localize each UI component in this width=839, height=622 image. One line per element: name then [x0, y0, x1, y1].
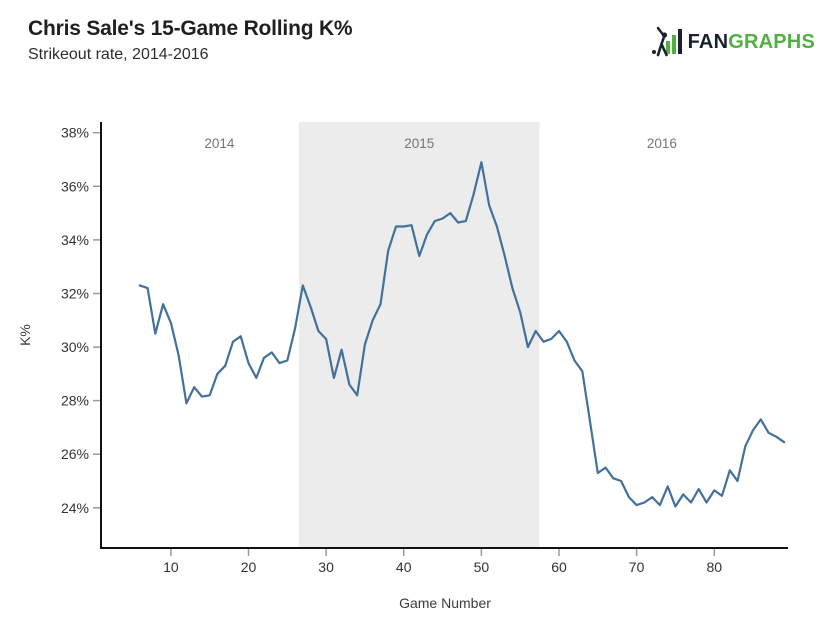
fangraphs-batter-icon	[651, 26, 682, 57]
title-block: Chris Sale's 15-Game Rolling K% Strikeou…	[28, 16, 353, 64]
x-tick-label: 70	[629, 559, 645, 575]
x-tick-label: 20	[241, 559, 257, 575]
year-band-2015	[298, 122, 540, 548]
x-tick-label: 50	[474, 559, 490, 575]
y-tick-label: 34%	[61, 232, 89, 248]
chart-subtitle: Strikeout rate, 2014-2016	[28, 46, 209, 64]
fangraphs-logo: FANGRAPHS	[651, 26, 815, 58]
kpct-line	[138, 161, 786, 508]
y-tick-label: 38%	[61, 125, 89, 141]
y-tick-label: 26%	[61, 446, 89, 462]
x-tick-label: 60	[551, 559, 567, 575]
x-tick-label: 80	[707, 559, 723, 575]
chart-title: Chris Sale's 15-Game Rolling K%	[28, 17, 353, 40]
x-tick-label: 40	[396, 559, 412, 575]
fangraphs-graphs-text: GRAPHS	[728, 31, 815, 53]
y-tick-label: 30%	[61, 339, 89, 355]
y-tick-label: 32%	[61, 286, 89, 302]
year-label-2015: 2015	[404, 136, 434, 151]
y-tick-label: 28%	[61, 393, 89, 409]
y-axis-title: K%	[17, 324, 33, 346]
x-axis-title: Game Number	[399, 595, 491, 611]
year-label-2014: 2014	[204, 136, 235, 151]
x-tick-label: 10	[163, 559, 179, 575]
chart-header: Chris Sale's 15-Game Rolling K% Strikeou…	[28, 16, 815, 64]
y-tick-label: 24%	[61, 500, 89, 516]
fangraphs-wordmark: FANGRAPHS	[688, 32, 815, 52]
x-tick-label: 30	[318, 559, 334, 575]
fangraphs-fan-text: FAN	[687, 31, 729, 53]
y-tick-label: 36%	[61, 178, 89, 194]
year-label-2016: 2016	[647, 136, 677, 151]
